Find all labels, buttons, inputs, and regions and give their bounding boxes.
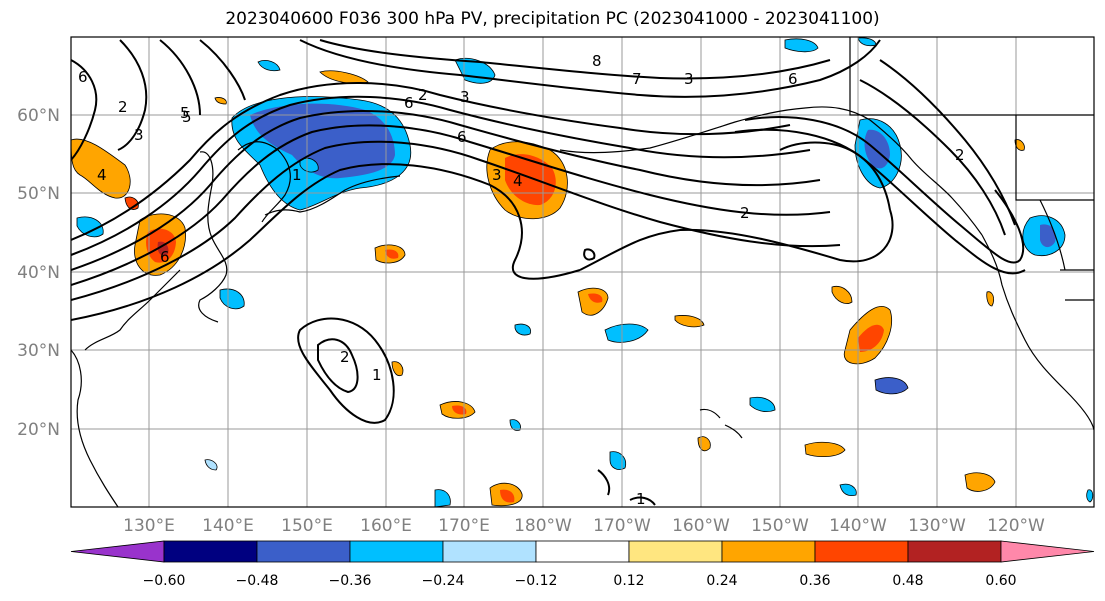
lon-label: 150°E [281, 516, 333, 536]
colorbar-segment [1000, 540, 1095, 563]
svg-text:6: 6 [160, 248, 170, 266]
lon-label: 160°W [672, 516, 730, 536]
svg-text:3: 3 [460, 88, 470, 106]
svg-text:6: 6 [457, 128, 467, 146]
lat-label: 50°N [17, 184, 60, 204]
svg-text:2: 2 [955, 146, 965, 164]
colorbar-segment [442, 540, 537, 563]
svg-text:8: 8 [592, 52, 602, 70]
longitude-labels: 130°E 140°E 150°E 160°E 170°E 180°W 170°… [123, 516, 1045, 536]
svg-text:6: 6 [788, 70, 798, 88]
lon-label: 160°E [360, 516, 412, 536]
lon-label: 130°E [123, 516, 175, 536]
colorbar-segment [628, 540, 723, 563]
svg-text:2: 2 [740, 204, 750, 222]
svg-text:1: 1 [292, 166, 302, 184]
lon-label: 130°W [908, 516, 966, 536]
colorbar-tick-label: 0.24 [706, 573, 737, 589]
colorbar-segment [256, 540, 351, 563]
colorbar [70, 540, 1095, 563]
lat-label: 40°N [17, 263, 60, 283]
svg-text:1: 1 [372, 366, 382, 384]
lon-label: 170°W [593, 516, 651, 536]
colorbar-tick-label: 0.36 [799, 573, 830, 589]
latitude-labels: 60°N 50°N 40°N 30°N 20°N [17, 106, 60, 440]
svg-text:3: 3 [134, 126, 144, 144]
map-frame [70, 36, 1095, 508]
svg-text:7: 7 [632, 70, 642, 88]
colorbar-ticks: −0.60 −0.48 −0.36 −0.24 −0.12 0.12 0.24 0.36 0.4… [143, 573, 1017, 589]
negative-anomaly-core [864, 129, 890, 169]
lon-label: 180°W [514, 516, 572, 536]
svg-text:1: 1 [636, 490, 646, 508]
svg-text:2: 2 [418, 86, 428, 104]
colorbar-tick-label: 0.12 [613, 573, 644, 589]
coastlines [71, 37, 1094, 507]
colorbar-tick-label: −0.60 [143, 573, 186, 589]
pv-closed-contour [297, 248, 656, 506]
colorbar-segment [163, 540, 258, 563]
lon-label: 120°W [987, 516, 1045, 536]
svg-text:2: 2 [340, 348, 350, 366]
lat-label: 30°N [17, 341, 60, 361]
svg-text:2: 2 [118, 98, 128, 116]
lon-label: 140°E [202, 516, 254, 536]
lat-label: 20°N [17, 420, 60, 440]
colorbar-tick-label: −0.48 [236, 573, 279, 589]
colorbar-segment [349, 540, 444, 563]
colorbar-segment [535, 540, 630, 563]
svg-text:6: 6 [78, 68, 88, 86]
colorbar-tick-label: −0.36 [329, 573, 372, 589]
svg-text:6: 6 [404, 94, 414, 112]
svg-text:4: 4 [513, 172, 523, 190]
svg-text:5: 5 [180, 104, 190, 122]
pv-contours [71, 39, 1026, 321]
svg-text:5: 5 [182, 108, 192, 126]
colorbar-segment [70, 540, 165, 563]
colorbar-segment [721, 540, 816, 563]
svg-text:3: 3 [684, 70, 694, 88]
colorbar-tick-label: −0.24 [422, 573, 465, 589]
lon-label: 170°E [438, 516, 490, 536]
colorbar-segment [907, 540, 1002, 563]
pv-contour-labels: 2 3 4 5 6 1 2 3 6 7 8 4 6 5 3 2 1 6 3 2 … [78, 52, 965, 508]
lon-label: 140°W [829, 516, 887, 536]
svg-text:3: 3 [492, 166, 502, 184]
lon-label: 150°W [751, 516, 809, 536]
map-title: 2023040600 F036 300 hPa PV, precipitatio… [225, 9, 880, 29]
colorbar-tick-label: −0.12 [515, 573, 558, 589]
colorbar-tick-label: 0.60 [985, 573, 1016, 589]
colorbar-tick-label: 0.48 [892, 573, 923, 589]
lat-label: 60°N [17, 106, 60, 126]
colorbar-segment [814, 540, 909, 563]
svg-text:4: 4 [97, 166, 107, 184]
